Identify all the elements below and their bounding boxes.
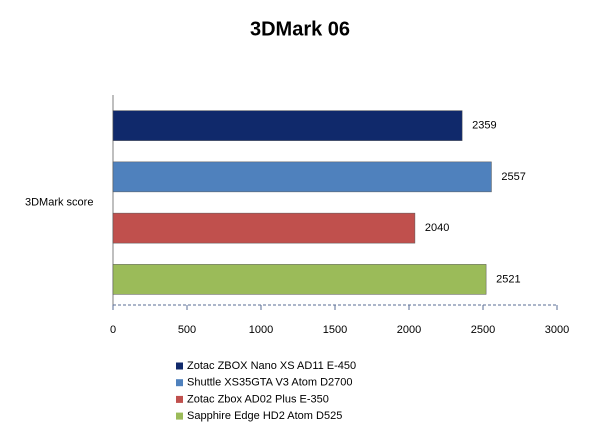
x-tick-label: 1000 (249, 324, 273, 336)
bar (112, 212, 416, 244)
x-tick-label: 500 (178, 324, 196, 336)
y-tick-label: 3DMark score (25, 196, 93, 208)
x-tick-label: 2500 (471, 324, 495, 336)
value-label: 2521 (496, 273, 520, 285)
legend-label: Shuttle XS35GTA V3 Atom D2700 (187, 377, 353, 389)
x-tick-label: 0 (110, 324, 116, 336)
legend-label: Zotac Zbox AD02 Plus E-350 (187, 393, 329, 405)
value-label: 2040 (425, 222, 449, 234)
x-tick-label: 2000 (397, 324, 421, 336)
bar (112, 264, 487, 295)
legend-label: Zotac ZBOX Nano XS AD11 E-450 (187, 360, 356, 372)
value-label: 2359 (472, 120, 496, 132)
x-tick-label: 3000 (545, 324, 569, 336)
chart-title: 3DMark 06 (250, 18, 350, 40)
legend-swatch (176, 362, 183, 370)
legend-label: Sapphire Edge HD2 Atom D525 (187, 410, 342, 422)
legend-swatch (176, 412, 183, 420)
bar (112, 110, 463, 141)
legend-swatch (176, 379, 183, 387)
value-label: 2557 (501, 171, 525, 183)
legend-swatch (176, 395, 183, 403)
x-tick-label: 1500 (323, 324, 347, 336)
bar (112, 161, 492, 193)
